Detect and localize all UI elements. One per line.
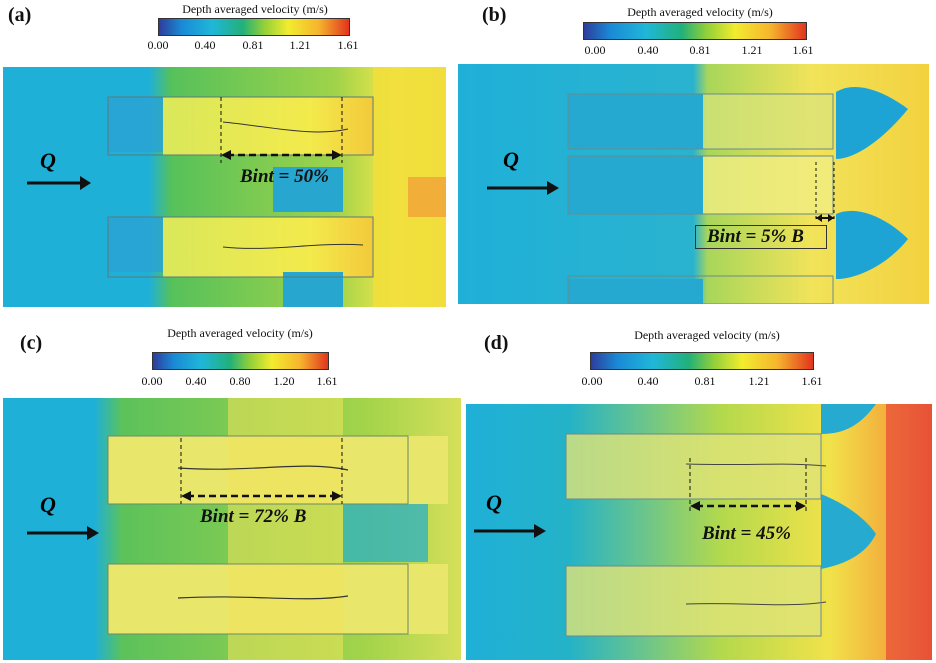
colorbar-tick-a-2: 0.81 bbox=[242, 38, 264, 52]
flow-label-c: Q bbox=[40, 492, 56, 517]
panel-c: (c) Depth averaged velocity (m/s) 0.00 0… bbox=[0, 318, 461, 663]
colorbar-d bbox=[590, 352, 814, 370]
bint-dimension-b bbox=[815, 162, 835, 222]
colorbar-title-a: Depth averaged velocity (m/s) bbox=[182, 2, 328, 16]
panel-d: (d) Depth averaged velocity (m/s) 0.00 0… bbox=[462, 318, 936, 663]
colorbar-tick-b-1: 0.40 bbox=[637, 43, 659, 57]
flow-label-d: Q bbox=[486, 490, 502, 515]
colorbar-tick-d-3: 1.21 bbox=[748, 374, 770, 388]
colorbar-tick-d-1: 0.40 bbox=[637, 374, 659, 388]
velocity-field-b bbox=[458, 64, 929, 304]
flow-arrow-b bbox=[487, 181, 559, 195]
velocity-field-a bbox=[3, 67, 446, 307]
bint-dimension-d bbox=[689, 458, 807, 514]
colorbar-b bbox=[583, 22, 807, 40]
flow-label-b: Q bbox=[503, 147, 519, 172]
colorbar-tick-a-0: 0.00 bbox=[147, 38, 169, 52]
colorbar-title-b: Depth averaged velocity (m/s) bbox=[627, 5, 773, 19]
bint-label-box-b bbox=[695, 225, 827, 249]
bint-label-d: Bint = 45% bbox=[702, 523, 791, 544]
bint-label-c: Bint = 72% B bbox=[200, 506, 307, 527]
bint-label-a: Bint = 50% bbox=[240, 166, 329, 187]
panel-label-a: (a) bbox=[8, 4, 32, 26]
velocity-field-c bbox=[3, 398, 461, 660]
colorbar-tick-c-1: 0.40 bbox=[185, 374, 207, 388]
colorbar-tick-c-2: 0.80 bbox=[229, 374, 251, 388]
bint-dimension-a bbox=[220, 97, 343, 163]
colorbar-tick-c-3: 1.20 bbox=[273, 374, 295, 388]
colorbar-tick-c-4: 1.61 bbox=[316, 374, 338, 388]
colorbar-tick-d-0: 0.00 bbox=[581, 374, 603, 388]
colorbar-tick-d-2: 0.81 bbox=[694, 374, 716, 388]
panel-label-d: (d) bbox=[484, 332, 509, 354]
panel-label-b: (b) bbox=[482, 4, 507, 26]
colorbar-tick-a-4: 1.61 bbox=[337, 38, 359, 52]
panel-a: (a) Depth averaged velocity (m/s) 0.00 0… bbox=[0, 0, 450, 310]
colorbar-tick-d-4: 1.61 bbox=[801, 374, 823, 388]
colorbar-title-d: Depth averaged velocity (m/s) bbox=[634, 328, 780, 342]
flow-arrow-c bbox=[27, 526, 99, 540]
colorbar-tick-b-0: 0.00 bbox=[584, 43, 606, 57]
panel-b: (b) Depth averaged velocity (m/s) 0.00 0… bbox=[455, 0, 936, 310]
bint-dimension-c bbox=[180, 438, 343, 504]
colorbar-c bbox=[152, 352, 329, 370]
colorbar-title-c: Depth averaged velocity (m/s) bbox=[167, 326, 313, 340]
velocity-field-d bbox=[466, 404, 932, 660]
flow-arrow-a bbox=[27, 176, 91, 190]
bint-label-b: Bint = 5% B bbox=[707, 226, 804, 247]
colorbar-tick-a-1: 0.40 bbox=[194, 38, 216, 52]
flow-arrow-d bbox=[474, 524, 546, 538]
colorbar-tick-a-3: 1.21 bbox=[289, 38, 311, 52]
colorbar-tick-b-2: 0.81 bbox=[689, 43, 711, 57]
colorbar-a bbox=[158, 18, 350, 36]
colorbar-tick-b-4: 1.61 bbox=[792, 43, 814, 57]
flow-label-a: Q bbox=[40, 148, 56, 173]
panel-label-c: (c) bbox=[20, 332, 43, 354]
colorbar-tick-b-3: 1.21 bbox=[741, 43, 763, 57]
colorbar-tick-c-0: 0.00 bbox=[141, 374, 163, 388]
